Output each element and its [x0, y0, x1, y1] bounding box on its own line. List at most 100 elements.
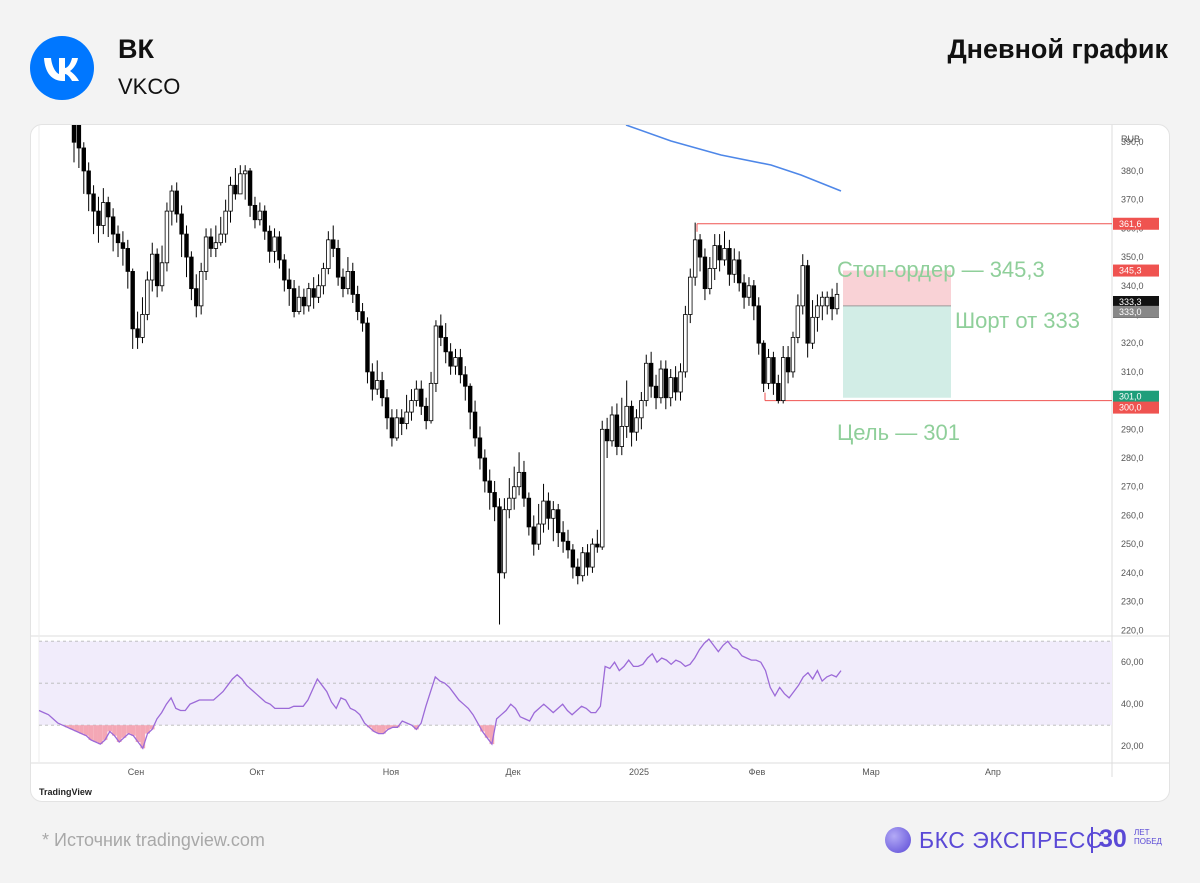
- candle-body: [697, 239, 703, 258]
- candle-body: [291, 288, 297, 313]
- candle-body: [751, 285, 757, 307]
- candle-body: [834, 293, 840, 310]
- candle-body: [335, 248, 341, 278]
- candle-body: [296, 296, 302, 313]
- candle-body: [663, 368, 669, 399]
- candle-body: [218, 233, 223, 244]
- candle-body: [194, 288, 199, 307]
- candle-body: [585, 552, 590, 568]
- candle-body: [604, 428, 610, 442]
- price-scale-label-bg: [1113, 264, 1159, 277]
- candle-body: [707, 268, 713, 290]
- candle-body: [820, 296, 825, 307]
- candle-body: [101, 202, 106, 226]
- candle-body: [228, 184, 233, 212]
- y-tick-label: 350,0: [1121, 252, 1144, 262]
- y-tick-label: 340,0: [1121, 281, 1144, 291]
- candle-body: [761, 342, 766, 384]
- candle-body: [140, 314, 145, 338]
- candle-body: [262, 210, 267, 232]
- candle-body: [722, 248, 727, 261]
- candle-body: [472, 411, 478, 439]
- candle-body: [531, 526, 536, 545]
- candle-body: [810, 316, 815, 344]
- candle-body: [516, 471, 522, 488]
- candle-body: [776, 382, 781, 401]
- source-note: * Источник tradingview.com: [42, 830, 265, 850]
- candle-body: [653, 385, 659, 399]
- candle-body: [91, 193, 96, 212]
- candle-body: [507, 497, 512, 511]
- price-scale-label: 361,6: [1119, 219, 1142, 229]
- candle-body: [511, 486, 517, 499]
- bks-express-logo: БКС ЭКСПРЕСС 30 ЛЕТ ПОБЕД: [885, 825, 1175, 857]
- candle-body: [125, 248, 131, 272]
- candle-body: [272, 236, 277, 252]
- candle-body: [130, 271, 135, 330]
- candle-body: [463, 374, 468, 387]
- candle-body: [634, 417, 639, 433]
- candle-body: [565, 540, 571, 551]
- candle-body: [159, 262, 165, 287]
- bks-years-caption-line2: ПОБЕД: [1134, 837, 1162, 846]
- candle-body: [394, 417, 400, 439]
- candle-body: [345, 271, 351, 290]
- candle-body: [815, 305, 820, 318]
- candle-body: [282, 259, 287, 281]
- candle-body: [766, 357, 771, 384]
- x-tick-label: Ноя: [383, 767, 400, 777]
- candle-body: [551, 509, 556, 519]
- candle-body: [306, 288, 311, 307]
- candle-body: [688, 276, 693, 315]
- candle-body: [423, 405, 429, 422]
- candle-body: [115, 233, 121, 244]
- candle-body: [639, 400, 644, 419]
- candle-body: [120, 242, 126, 249]
- chart-card: RUB390,0380,0370,0360,0350,0340,0330,032…: [30, 124, 1170, 802]
- candle-body: [150, 253, 155, 281]
- candle-body: [365, 322, 370, 373]
- candle-body: [71, 125, 77, 143]
- candle-body: [433, 325, 439, 384]
- candle-body: [340, 276, 346, 290]
- y-tick-label: 280,0: [1121, 453, 1144, 463]
- candle-body: [546, 500, 551, 519]
- candle-body: [673, 377, 678, 393]
- candle-body: [106, 202, 111, 218]
- candle-body: [560, 532, 566, 542]
- candle-body: [189, 256, 194, 290]
- candle-body: [678, 371, 683, 393]
- candle-body: [771, 357, 776, 384]
- y-tick-label: 370,0: [1121, 195, 1144, 205]
- price-scale-label-bg: [1113, 401, 1159, 414]
- price-scale-label: 345,3: [1119, 266, 1142, 276]
- y-tick-label: 260,0: [1121, 510, 1144, 520]
- candle-body: [624, 405, 629, 427]
- candle-body: [311, 288, 316, 298]
- bks-years-number: 30: [1099, 825, 1127, 853]
- price-scale-label: 333,3: [1119, 297, 1142, 307]
- target-annotation: Цель — 301: [837, 420, 960, 445]
- candle-body: [169, 190, 175, 212]
- y-tick-label: 220,0: [1121, 625, 1144, 635]
- candle-body: [448, 351, 453, 367]
- company-name: ВК: [118, 34, 154, 64]
- candle-body: [370, 371, 375, 390]
- y-tick-label: 290,0: [1121, 424, 1144, 434]
- candle-body: [736, 259, 742, 284]
- candle-body: [502, 509, 507, 574]
- candle-body: [379, 380, 385, 399]
- candle-body: [477, 437, 483, 459]
- candle-body: [785, 357, 791, 373]
- candle-body: [702, 256, 708, 290]
- candle-body: [648, 362, 654, 387]
- ticker-symbol: VKCO: [118, 74, 181, 99]
- candle-body: [419, 388, 424, 407]
- candle-body: [252, 204, 258, 221]
- candle-body: [247, 170, 253, 206]
- candle-body: [203, 236, 209, 272]
- candle-body: [668, 377, 673, 399]
- candle-body: [746, 285, 752, 298]
- bks-sphere-icon: [885, 827, 911, 853]
- candle-body: [467, 385, 473, 413]
